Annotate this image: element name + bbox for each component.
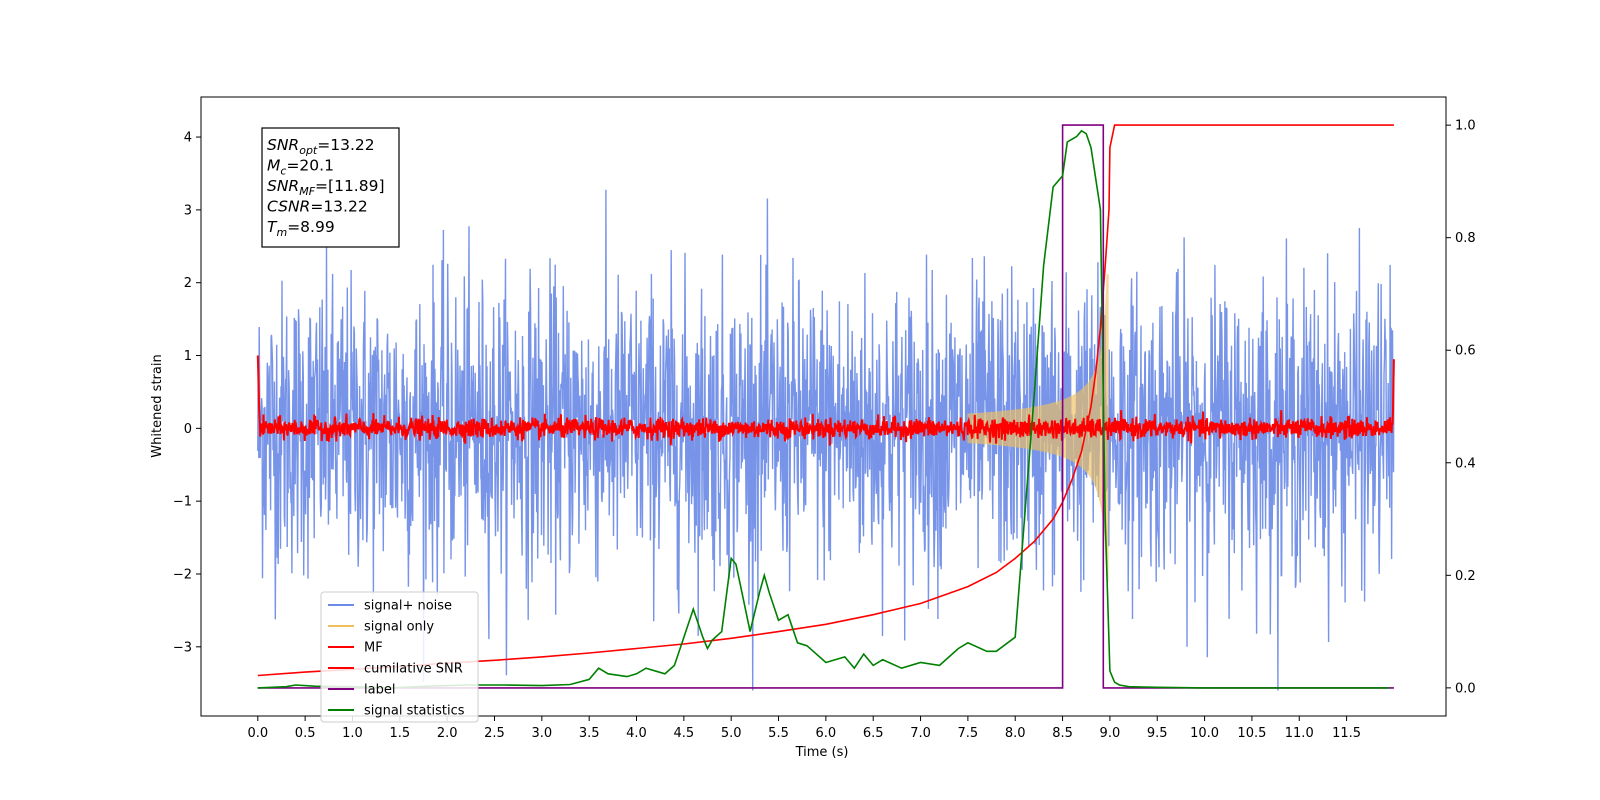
annotation-symbol: T — [267, 218, 278, 236]
annotation-value: =20.1 — [286, 157, 334, 175]
legend-label: signal statistics — [364, 704, 465, 719]
legend-label: label — [364, 683, 395, 698]
x-tick-label: 9.5 — [1147, 726, 1168, 741]
annotation-box: SNRopt=13.22Mc=20.1SNRMF=[11.89]CSNR=13.… — [261, 127, 400, 248]
legend-label: signal only — [364, 620, 434, 635]
legend-label: cumilative SNR — [364, 662, 463, 677]
annotation-line: Tm=8.99 — [267, 218, 335, 239]
mf-line — [256, 355, 1395, 446]
annotation-value: =[11.89] — [315, 177, 384, 195]
x-tick-label: 0.5 — [295, 726, 316, 741]
annotation-line: CSNR=13.22 — [267, 198, 368, 216]
legend-label: MF — [364, 641, 383, 656]
x-tick-label: 1.5 — [389, 726, 410, 741]
x-tick-label: 8.0 — [1005, 726, 1026, 741]
y-left-tick-label: −3 — [173, 640, 192, 655]
x-axis-label: Time (s) — [795, 745, 849, 760]
x-tick-label: 6.5 — [863, 726, 884, 741]
y-right-tick-label: 1.0 — [1455, 119, 1476, 134]
x-tick-label: 0.0 — [247, 726, 268, 741]
annotation-symbol: M — [267, 157, 280, 175]
y-axis-label: Whitened strain — [150, 354, 165, 457]
annotation-symbol: SNR — [267, 177, 299, 195]
y-right-tick-label: 0.8 — [1455, 231, 1476, 246]
y-axis-right-ticks: 1.0 0.8 0.6 0.4 0.2 0.0 — [1446, 119, 1476, 696]
x-tick-label: 11.5 — [1332, 726, 1361, 741]
annotation-subscript: opt — [299, 144, 318, 157]
y-left-tick-label: 3 — [184, 203, 192, 218]
annotation-subscript: MF — [299, 185, 315, 198]
y-left-tick-label: −1 — [173, 495, 192, 510]
x-tick-label: 8.5 — [1052, 726, 1073, 741]
x-tick-label: 11.0 — [1285, 726, 1314, 741]
annotation-value: =13.22 — [317, 136, 374, 154]
annotation-symbol: CSNR — [267, 198, 310, 216]
x-tick-label: 10.5 — [1237, 726, 1266, 741]
signal-statistics-line — [257, 129, 1390, 689]
x-tick-label: 4.5 — [674, 726, 695, 741]
annotation-line: Mc=20.1 — [267, 157, 334, 178]
annotation-subscript: c — [280, 165, 286, 178]
y-left-tick-label: 4 — [184, 131, 192, 146]
x-tick-label: 7.0 — [910, 726, 931, 741]
plot-area — [256, 124, 1395, 691]
y-axis-left-ticks: 4 3 2 1 0 −1 −2 −3 — [173, 131, 201, 655]
x-tick-label: 1.0 — [342, 726, 363, 741]
y-right-tick-label: 0.0 — [1455, 681, 1476, 696]
y-right-tick-label: 0.2 — [1455, 569, 1476, 584]
annotation-symbol: SNR — [267, 136, 299, 154]
x-tick-label: 5.5 — [768, 726, 789, 741]
y-right-tick-label: 0.6 — [1455, 344, 1476, 359]
annotation-value: =13.22 — [310, 198, 367, 216]
y-left-tick-label: 0 — [184, 422, 192, 437]
legend-label: signal+ noise — [364, 599, 452, 614]
axes-frame — [200, 96, 1447, 717]
x-tick-label: 3.0 — [531, 726, 552, 741]
x-tick-label: 2.0 — [437, 726, 458, 741]
annotation-frame — [261, 127, 400, 248]
x-tick-label: 2.5 — [484, 726, 505, 741]
series-cumilative-snr — [257, 124, 1394, 677]
y-left-tick-label: 2 — [184, 276, 192, 291]
y-right-tick-label: 0.4 — [1455, 456, 1476, 471]
cumilative-snr-line — [257, 124, 1394, 677]
legend: signal+ noise signal only MF cumilative SNR… — [320, 591, 479, 723]
x-tick-label: 10.0 — [1190, 726, 1219, 741]
series-signal-statistics — [257, 129, 1390, 689]
annotation-line: SNRopt=13.22 — [267, 136, 375, 157]
x-tick-label: 3.5 — [579, 726, 600, 741]
annotation-line: SNRMF=[11.89] — [267, 177, 385, 198]
annotation-subscript: m — [276, 226, 287, 239]
x-tick-label: 6.0 — [816, 726, 837, 741]
x-tick-label: 9.0 — [1100, 726, 1121, 741]
series-mf — [256, 355, 1395, 446]
y-left-tick-label: −2 — [173, 567, 192, 582]
x-axis-ticks: 0.0 0.5 1.0 1.5 2.0 2.5 3.0 3.5 4.0 4.5 5.0 5.5 6.0 6… — [247, 716, 1361, 741]
x-tick-label: 7.5 — [958, 726, 979, 741]
legend-frame — [320, 591, 479, 723]
x-tick-label: 5.0 — [721, 726, 742, 741]
annotation-value: =8.99 — [287, 218, 335, 236]
y-left-tick-label: 1 — [184, 349, 192, 364]
x-tick-label: 4.0 — [626, 726, 647, 741]
